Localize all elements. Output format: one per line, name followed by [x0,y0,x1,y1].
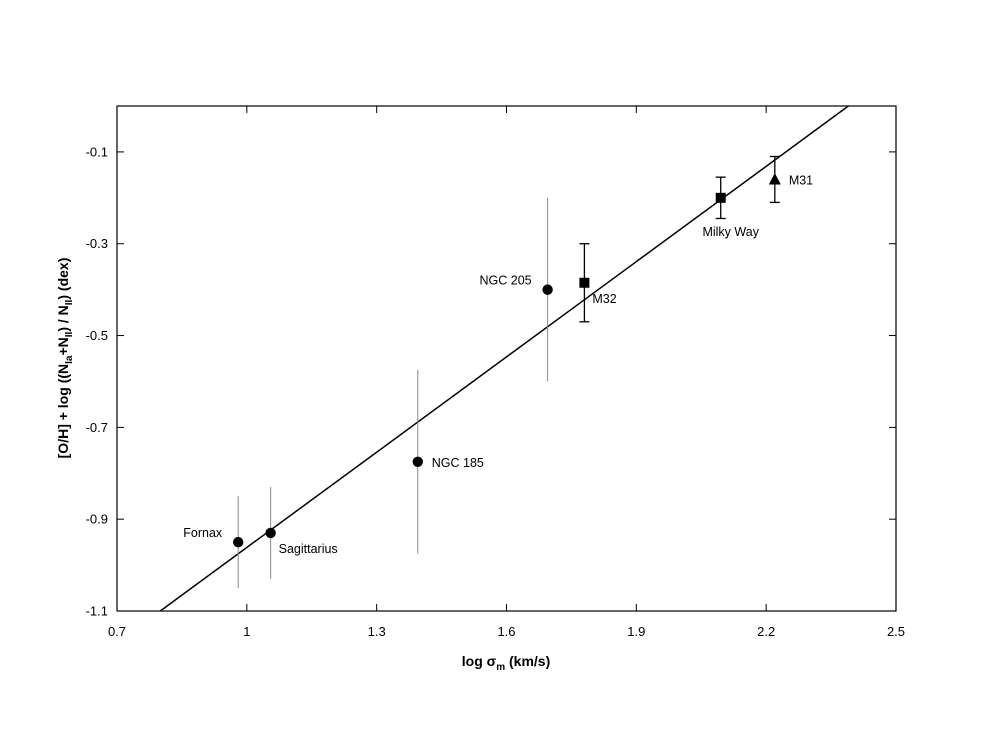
point-label: NGC 205 [480,274,532,288]
marker-square [715,192,726,203]
marker-circle [542,284,553,295]
ticks [116,106,897,612]
marker-square [579,277,590,288]
x-tick-label: 2.5 [887,624,905,639]
y-tick-label: -0.1 [86,144,108,159]
y-tick-label: -0.7 [86,420,108,435]
x-tick-label: 1 [243,624,250,639]
x-tick-label: 1.6 [497,624,515,639]
point-label: Fornax [183,526,223,540]
y-tick-label: -0.3 [86,236,108,251]
point-label: M31 [789,173,813,187]
x-axis-title-sub: m [496,662,505,673]
error-bars [237,155,780,589]
x-tick-label: 1.9 [627,624,645,639]
point-label: NGC 185 [432,456,484,470]
point-label: M32 [592,292,616,306]
y-axis-title: [O/H] + log ((NIa+NII) / NII) (dex) [55,258,75,459]
point-label: Sagittarius [279,542,338,556]
marker-circle [232,536,244,548]
marker-circle [412,456,423,467]
y-tick-label: -1.1 [86,604,108,619]
data-markers [232,172,781,548]
x-tick-label: 1.3 [368,624,386,639]
x-tick-label: 0.7 [108,624,126,639]
marker-triangle [768,172,781,185]
marker-circle [265,527,276,539]
tick-labels: 0.7 1 1.3 1.6 1.9 2.2 2.5 -0.1 -0.3 -0.5 -0.7 -0.9 -… [86,144,905,639]
y-tick-label: -0.5 [86,328,108,343]
y-tick-label: -0.9 [86,512,108,527]
point-labels: Fornax Sagittarius NGC 185 NGC 205 M32 Milky … [183,173,813,556]
point-label: Milky Way [702,225,759,239]
x-tick-label: 2.2 [757,624,775,639]
x-axis-title: log σm (km/s) [462,653,551,673]
fit-line [159,105,849,612]
fit-line-group [159,105,849,612]
